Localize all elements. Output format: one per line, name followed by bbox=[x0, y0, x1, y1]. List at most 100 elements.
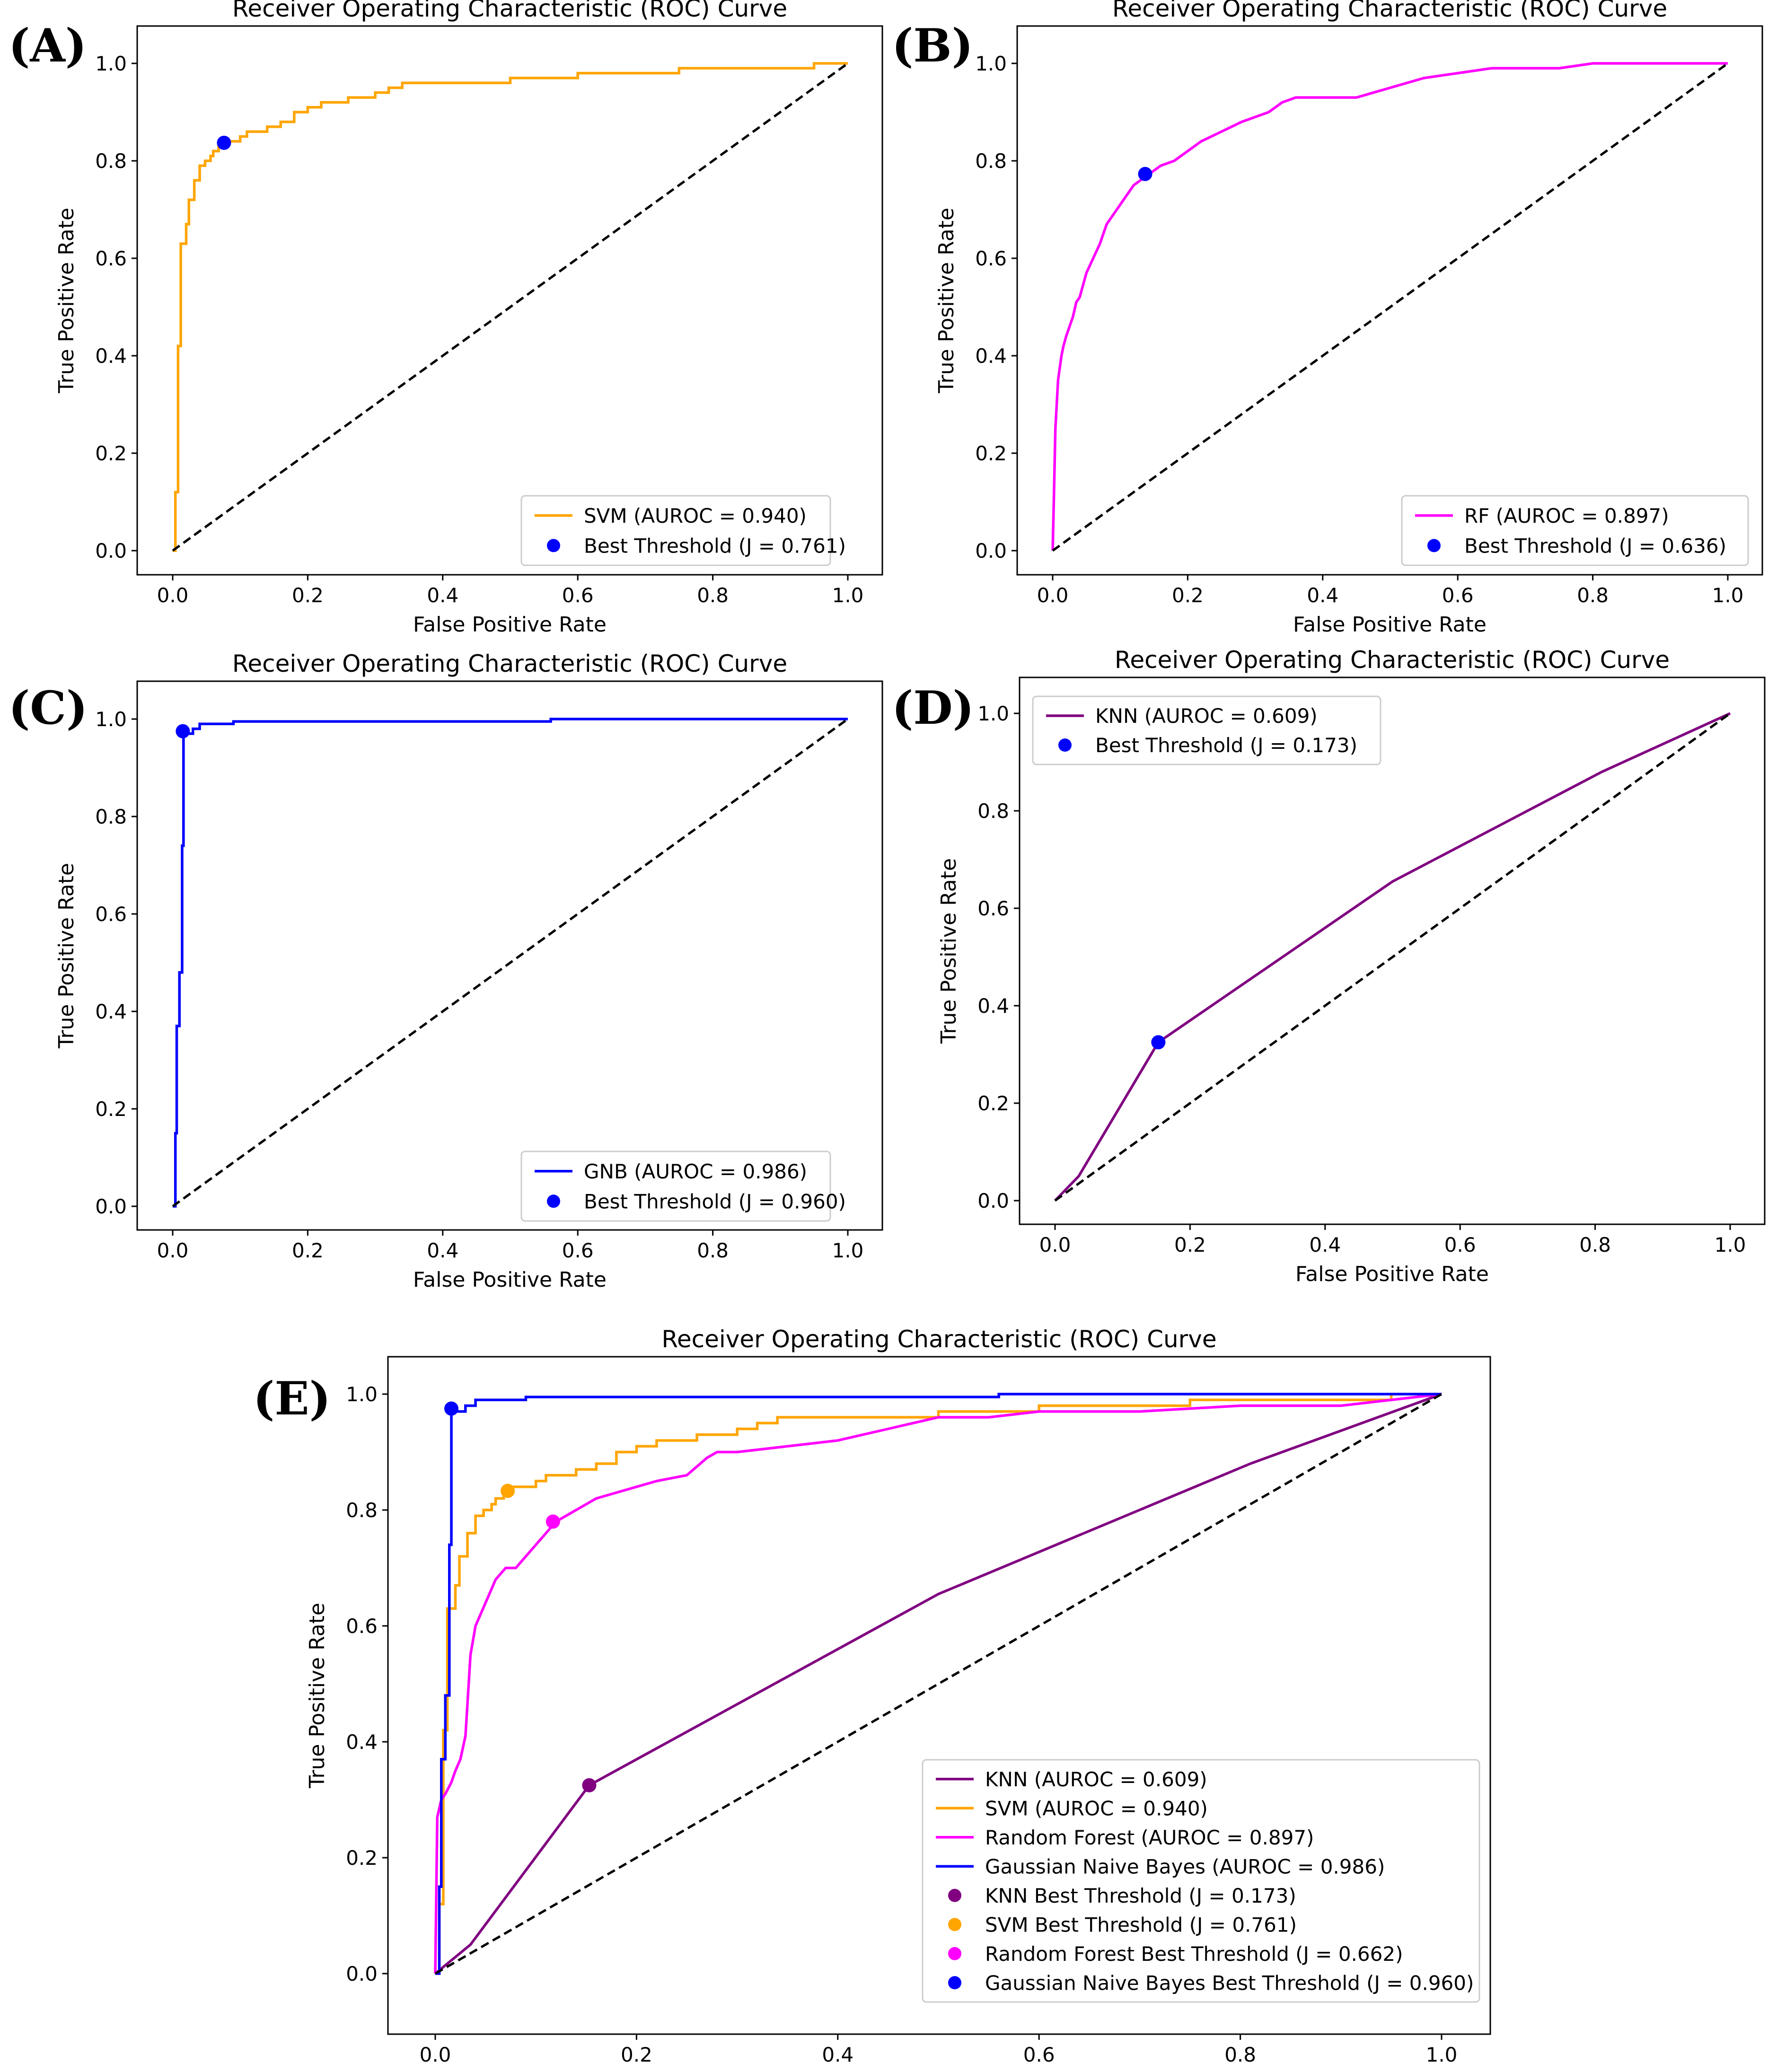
x-tick-label: 0.0 bbox=[157, 1239, 189, 1262]
y-tick-label: 1.0 bbox=[977, 702, 1009, 725]
panel-label: (B) bbox=[892, 19, 973, 72]
plot-frame bbox=[136, 25, 883, 576]
x-tick-label: 0.8 bbox=[697, 584, 729, 607]
chart-title: Receiver Operating Characteristic (ROC) … bbox=[1112, 0, 1667, 22]
y-tick-label: 0.0 bbox=[975, 539, 1007, 562]
y-tick-label: 0.4 bbox=[95, 1000, 127, 1023]
legend-box bbox=[520, 495, 831, 566]
best-threshold-point bbox=[217, 135, 231, 150]
legend-dot-swatch bbox=[1427, 539, 1441, 553]
chance-diagonal-line bbox=[172, 718, 849, 1208]
legend-box bbox=[1401, 495, 1749, 566]
roc-curve-line bbox=[434, 1393, 1442, 1974]
x-tick-label: 0.0 bbox=[157, 584, 189, 607]
best-threshold-point bbox=[582, 1778, 597, 1792]
y-tick-label: 0.6 bbox=[975, 247, 1007, 270]
y-tick-label: 0.4 bbox=[975, 344, 1007, 368]
y-tick-label: 0.4 bbox=[95, 344, 127, 368]
x-axis-label: False Positive Rate bbox=[1293, 613, 1487, 637]
x-tick-label: 0.8 bbox=[1577, 584, 1609, 607]
x-tick-label: 0.6 bbox=[562, 1239, 594, 1262]
y-axis-label: True Positive Rate bbox=[305, 1603, 329, 1789]
legend-entry-label: RF (AUROC = 0.897) bbox=[1464, 504, 1669, 527]
legend-entry-label: Random Forest (AUROC = 0.897) bbox=[985, 1826, 1314, 1849]
chart-title: Receiver Operating Characteristic (ROC) … bbox=[661, 1326, 1216, 1353]
roc-curve-line bbox=[435, 1393, 1442, 1975]
legend-entry-label: SVM (AUROC = 0.940) bbox=[584, 504, 807, 527]
x-tick-label: 0.4 bbox=[822, 2043, 853, 2066]
y-tick-label: 0.6 bbox=[95, 903, 127, 926]
legend-dot-swatch bbox=[948, 1976, 961, 1990]
x-tick-label: 0.0 bbox=[1039, 1233, 1071, 1256]
legend-entry-label: SVM Best Threshold (J = 0.761) bbox=[985, 1913, 1297, 1936]
plot-frame bbox=[136, 680, 883, 1231]
legend-dot-swatch bbox=[948, 1947, 961, 1960]
y-axis-label: True Positive Rate bbox=[54, 208, 79, 394]
roc-curve-line bbox=[173, 62, 848, 552]
x-tick-label: 1.0 bbox=[1712, 584, 1744, 607]
y-tick-label: 1.0 bbox=[95, 52, 127, 75]
x-tick-label: 0.2 bbox=[292, 584, 324, 607]
x-tick-label: 0.8 bbox=[1579, 1233, 1611, 1256]
x-tick-label: 0.6 bbox=[1442, 584, 1474, 607]
y-tick-label: 1.0 bbox=[95, 708, 127, 731]
legend-entry-label: KNN (AUROC = 0.609) bbox=[985, 1768, 1207, 1791]
chance-diagonal-line bbox=[1052, 62, 1729, 552]
x-tick-label: 0.0 bbox=[1037, 584, 1069, 607]
best-threshold-point bbox=[545, 1514, 560, 1529]
plot-frame bbox=[1019, 676, 1766, 1225]
y-axis-label: True Positive Rate bbox=[934, 208, 959, 394]
chart-title: Receiver Operating Characteristic (ROC) … bbox=[232, 650, 787, 677]
legend-dot-swatch bbox=[1058, 738, 1072, 752]
best-threshold-point bbox=[1151, 1035, 1166, 1050]
chart-title: Receiver Operating Characteristic (ROC) … bbox=[232, 0, 787, 22]
legend-dot-swatch bbox=[948, 1888, 961, 1902]
x-tick-label: 0.0 bbox=[420, 2043, 451, 2066]
legend-entry-label: Best Threshold (J = 0.636) bbox=[1464, 534, 1726, 557]
y-tick-label: 0.8 bbox=[95, 805, 127, 828]
best-threshold-point bbox=[501, 1484, 515, 1498]
x-axis-label: False Positive Rate bbox=[413, 613, 607, 637]
y-tick-label: 0.0 bbox=[977, 1189, 1009, 1212]
legend-entry-label: Best Threshold (J = 0.173) bbox=[1095, 734, 1357, 757]
roc-curve-line bbox=[1054, 712, 1731, 1202]
y-tick-label: 0.2 bbox=[95, 1097, 127, 1121]
y-axis-label: True Positive Rate bbox=[54, 863, 79, 1049]
plot-frame bbox=[387, 1356, 1491, 2035]
legend-entry-label: Random Forest Best Threshold (J = 0.662) bbox=[985, 1942, 1403, 1966]
x-tick-label: 1.0 bbox=[1426, 2043, 1458, 2066]
x-tick-label: 0.2 bbox=[1174, 1233, 1206, 1256]
chance-diagonal-line bbox=[434, 1393, 1443, 1975]
y-axis-label: True Positive Rate bbox=[937, 858, 961, 1044]
legend-entry-label: KNN (AUROC = 0.609) bbox=[1095, 704, 1318, 728]
legend-entry-label: Gaussian Naive Bayes (AUROC = 0.986) bbox=[985, 1855, 1385, 1878]
x-tick-label: 1.0 bbox=[832, 584, 864, 607]
legend-box bbox=[1032, 695, 1381, 765]
panel-label: (C) bbox=[9, 681, 88, 735]
legend-dot-swatch bbox=[547, 1194, 560, 1208]
y-tick-label: 0.6 bbox=[95, 247, 127, 270]
legend-entry-label: Gaussian Naive Bayes Best Threshold (J =… bbox=[985, 1971, 1474, 1994]
x-tick-label: 0.6 bbox=[1444, 1233, 1476, 1256]
x-tick-label: 0.6 bbox=[1023, 2043, 1055, 2066]
legend-entry-label: Best Threshold (J = 0.761) bbox=[584, 534, 846, 557]
y-tick-label: 0.8 bbox=[975, 149, 1007, 173]
y-tick-label: 0.4 bbox=[977, 994, 1009, 1018]
y-tick-label: 0.6 bbox=[346, 1615, 378, 1638]
best-threshold-point bbox=[176, 724, 190, 738]
x-tick-label: 0.2 bbox=[1172, 584, 1204, 607]
legend-box bbox=[520, 1150, 831, 1222]
x-tick-label: 0.8 bbox=[1224, 2043, 1256, 2066]
y-tick-label: 0.4 bbox=[346, 1730, 378, 1754]
roc-curve-line bbox=[434, 1393, 1442, 1975]
best-threshold-point bbox=[444, 1401, 459, 1416]
x-tick-label: 1.0 bbox=[832, 1239, 864, 1262]
roc-panel-e: (E) Receiver Operating Characteristic (RO… bbox=[253, 1326, 1491, 2066]
plot-frame bbox=[1016, 25, 1763, 576]
x-tick-label: 0.4 bbox=[1309, 1233, 1341, 1256]
y-tick-label: 0.2 bbox=[95, 442, 127, 465]
roc-panel-c: (C) Receiver Operating Characteristic (RO… bbox=[9, 650, 883, 1292]
y-tick-label: 0.8 bbox=[346, 1499, 378, 1522]
chance-diagonal-line bbox=[172, 62, 849, 552]
y-tick-label: 0.0 bbox=[95, 1195, 127, 1218]
